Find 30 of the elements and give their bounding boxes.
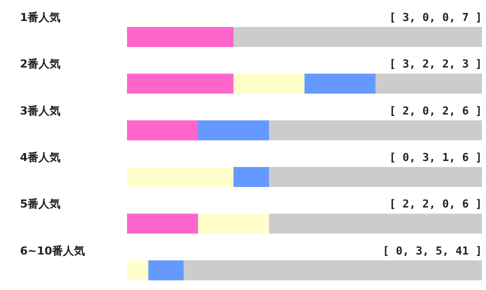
annotation: [ 2, 0, 2, 6 ]: [389, 104, 482, 118]
bar: [269, 167, 482, 187]
bar: [234, 74, 304, 94]
bar: [127, 120, 198, 140]
bar: [127, 74, 234, 94]
y-tick-label: 3番人気: [20, 104, 61, 118]
bar: [127, 167, 234, 187]
annotation: [ 0, 3, 5, 41 ]: [382, 244, 482, 258]
bar: [184, 260, 482, 280]
bar: [234, 27, 482, 47]
bar: [127, 27, 234, 47]
annotation: [ 3, 2, 2, 3 ]: [389, 58, 482, 71]
bar: [198, 120, 269, 140]
bar: [376, 74, 482, 94]
y-tick-label: 4番人気: [20, 151, 61, 164]
bar: [269, 120, 482, 140]
y-tick-label: 5番人気: [20, 198, 61, 211]
annotation: [ 0, 3, 1, 6 ]: [389, 151, 482, 164]
bar: [148, 260, 184, 280]
bar: [198, 214, 269, 234]
bar: [304, 74, 376, 94]
bar: [127, 214, 198, 234]
annotation: [ 3, 0, 0, 7 ]: [389, 11, 482, 24]
y-tick-label: 2番人気: [20, 58, 61, 71]
annotation: [ 2, 2, 0, 6 ]: [389, 198, 482, 211]
y-tick-label: 6~10番人気: [20, 244, 86, 258]
bar: [269, 214, 482, 234]
y-tick-label: 1番人気: [20, 11, 61, 24]
bar: [127, 260, 148, 280]
bar: [234, 167, 269, 187]
